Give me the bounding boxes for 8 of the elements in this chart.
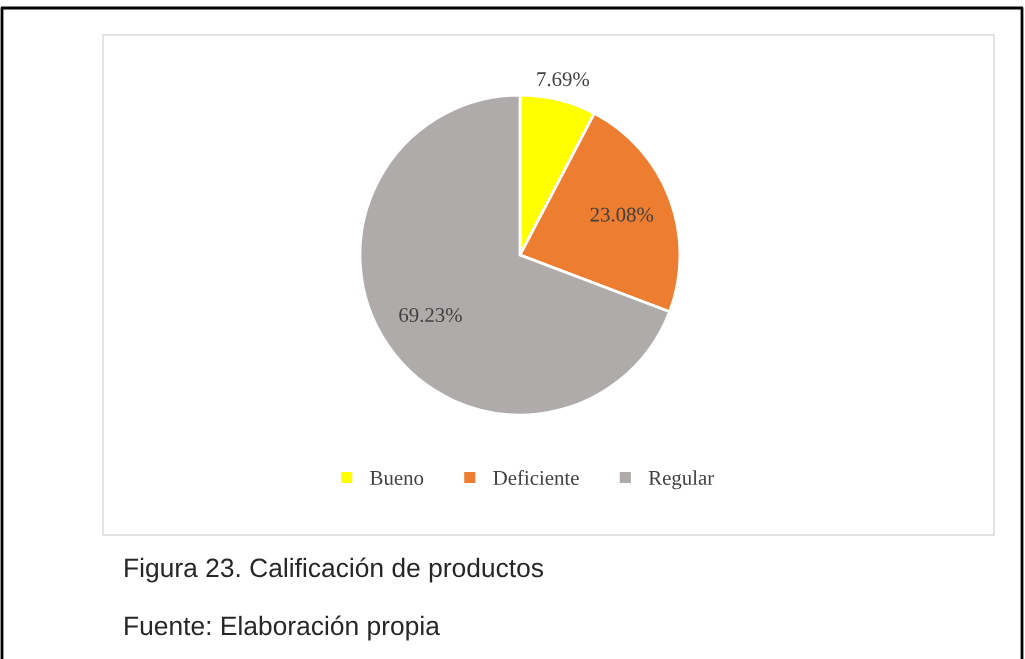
data-label: 7.69% (537, 72, 590, 87)
data-label: 69.23% (399, 307, 462, 323)
data-label: 23.08% (590, 207, 654, 222)
legend-label: Deficiente (493, 470, 579, 485)
text: Figura 23. Calificación de productos (125, 557, 544, 583)
legend-label: Bueno (370, 471, 424, 485)
legend-label: Regular (648, 470, 714, 490)
source-note: Fuente: Elaboración propia (125, 615, 440, 641)
